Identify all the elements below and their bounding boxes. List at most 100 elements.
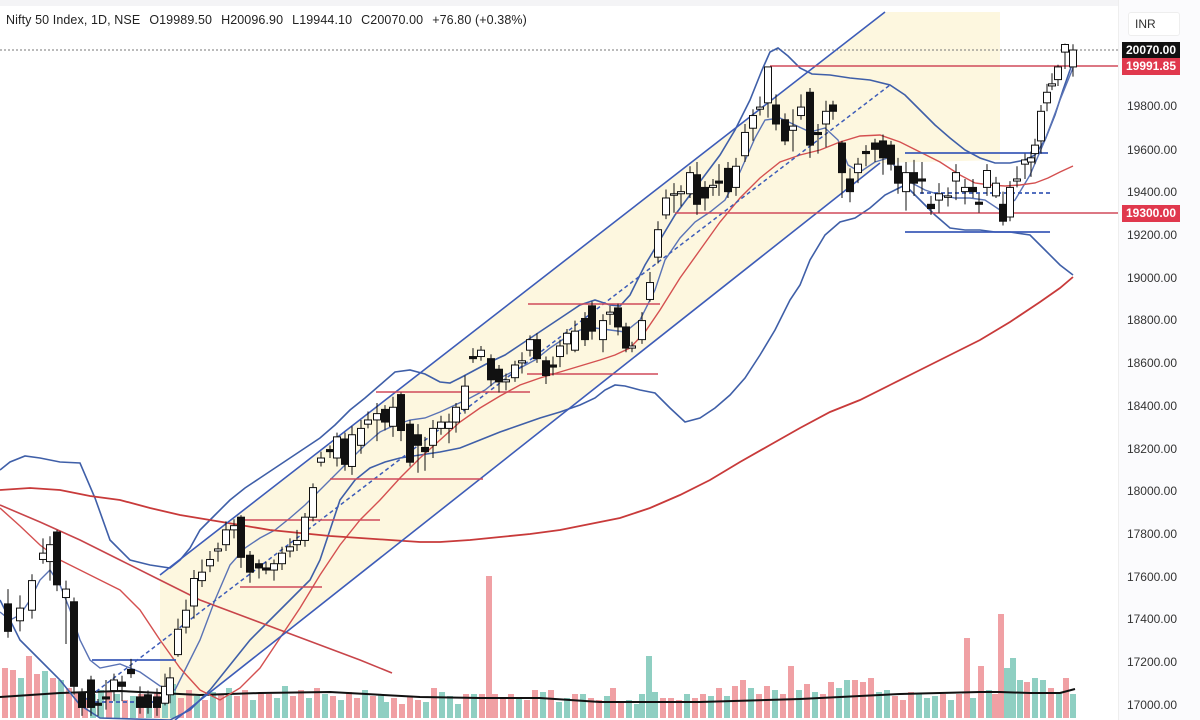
bullish-candle-body <box>797 106 805 117</box>
volume-bar <box>146 698 152 718</box>
price-tick-label: 19200.00 <box>1126 228 1177 242</box>
candle <box>182 599 190 634</box>
volume-bar <box>516 698 522 718</box>
candle <box>397 392 405 442</box>
volume-bar <box>916 694 922 718</box>
volume-bar <box>226 688 232 718</box>
bullish-candle-body <box>28 580 36 611</box>
volume-bar <box>970 698 976 718</box>
volume-bar <box>548 690 554 718</box>
candle <box>4 589 12 638</box>
bearish-candle-body <box>614 307 622 328</box>
bearish-candle-body <box>879 140 887 159</box>
candle <box>533 333 541 363</box>
bullish-candle-body <box>764 66 772 104</box>
candle <box>646 271 654 302</box>
symbol-title[interactable]: Nifty 50 Index, 1D, NSE <box>6 13 141 27</box>
bullish-candle-body <box>1069 49 1077 68</box>
currency-selector[interactable]: INR <box>1128 12 1180 36</box>
bullish-candle-body <box>646 282 654 300</box>
bearish-candle-body <box>326 449 334 453</box>
bearish-candle-body <box>622 326 630 349</box>
candle <box>94 699 102 716</box>
volume-bar <box>10 670 16 718</box>
volume-bar <box>322 694 328 718</box>
candle <box>174 618 182 657</box>
volume-bar <box>106 692 112 718</box>
candle <box>814 123 822 154</box>
open-value: O19989.50 <box>149 13 213 27</box>
volume-bar <box>852 680 858 718</box>
volume-bar <box>242 690 248 718</box>
volume-bar <box>756 694 762 718</box>
close-value: C20070.00 <box>361 13 424 27</box>
candle <box>910 159 918 196</box>
bullish-candle-body <box>563 332 571 345</box>
candle <box>961 178 969 205</box>
bearish-candle-body <box>421 446 429 453</box>
candle <box>887 140 895 171</box>
volume-bar <box>383 702 389 718</box>
bullish-candle-body <box>511 364 519 379</box>
volume-bar <box>266 694 272 718</box>
candle <box>414 424 422 473</box>
volume-bar <box>439 692 445 718</box>
volume-bar <box>250 700 256 718</box>
volume-bar <box>130 696 136 718</box>
candle <box>797 94 805 120</box>
bearish-candle-body <box>94 702 102 706</box>
volume-bar <box>884 690 890 718</box>
volume-bar <box>820 694 826 718</box>
bearish-candle-body <box>53 531 61 586</box>
bearish-candle-body <box>144 694 152 708</box>
volume-bar <box>218 694 224 718</box>
candle <box>556 339 564 368</box>
volume-bar <box>362 690 368 718</box>
candle <box>772 94 780 131</box>
candle <box>28 574 36 619</box>
volume-bar <box>588 698 594 718</box>
bullish-candle-body <box>373 413 381 421</box>
bullish-candle-body <box>16 607 24 622</box>
volume-bar <box>314 688 320 718</box>
bearish-candle-body <box>136 696 144 708</box>
bullish-candle-body <box>206 558 214 567</box>
bearish-candle-body <box>693 174 701 205</box>
candle <box>975 193 983 213</box>
candle <box>638 312 646 344</box>
volume-bar <box>1032 678 1038 718</box>
candle <box>70 597 78 695</box>
candle <box>246 551 254 583</box>
price-axis[interactable] <box>1118 0 1200 720</box>
volume-bar <box>194 696 200 718</box>
support-level-badge: 19300.00 <box>1122 205 1180 222</box>
bearish-candle-body <box>715 180 723 184</box>
bearish-candle-body <box>871 142 879 150</box>
bearish-candle-body <box>487 358 495 381</box>
price-tick-label: 18600.00 <box>1126 356 1177 370</box>
candle <box>333 432 341 467</box>
bearish-candle-body <box>262 567 270 571</box>
candle <box>309 483 317 522</box>
candle <box>190 570 198 619</box>
price-chart[interactable] <box>0 0 1118 720</box>
candle <box>693 162 701 215</box>
bearish-candle-body <box>102 696 110 700</box>
bullish-candle-body <box>1037 110 1045 142</box>
bullish-candle-body <box>348 434 356 467</box>
price-tick-label: 19400.00 <box>1126 185 1177 199</box>
candle <box>87 675 95 716</box>
candle <box>1043 83 1051 112</box>
volume-bar <box>290 696 296 718</box>
candle <box>732 157 740 196</box>
bullish-candle-body <box>230 525 238 531</box>
bullish-candle-body <box>293 539 301 546</box>
bullish-candle-body <box>317 457 325 463</box>
candle <box>348 426 356 475</box>
candle <box>628 341 636 353</box>
bullish-candle-body <box>822 110 830 125</box>
bullish-candle-body <box>445 421 453 429</box>
bearish-candle-body <box>70 601 78 687</box>
bearish-candle-body <box>581 317 589 341</box>
candle <box>429 419 437 459</box>
